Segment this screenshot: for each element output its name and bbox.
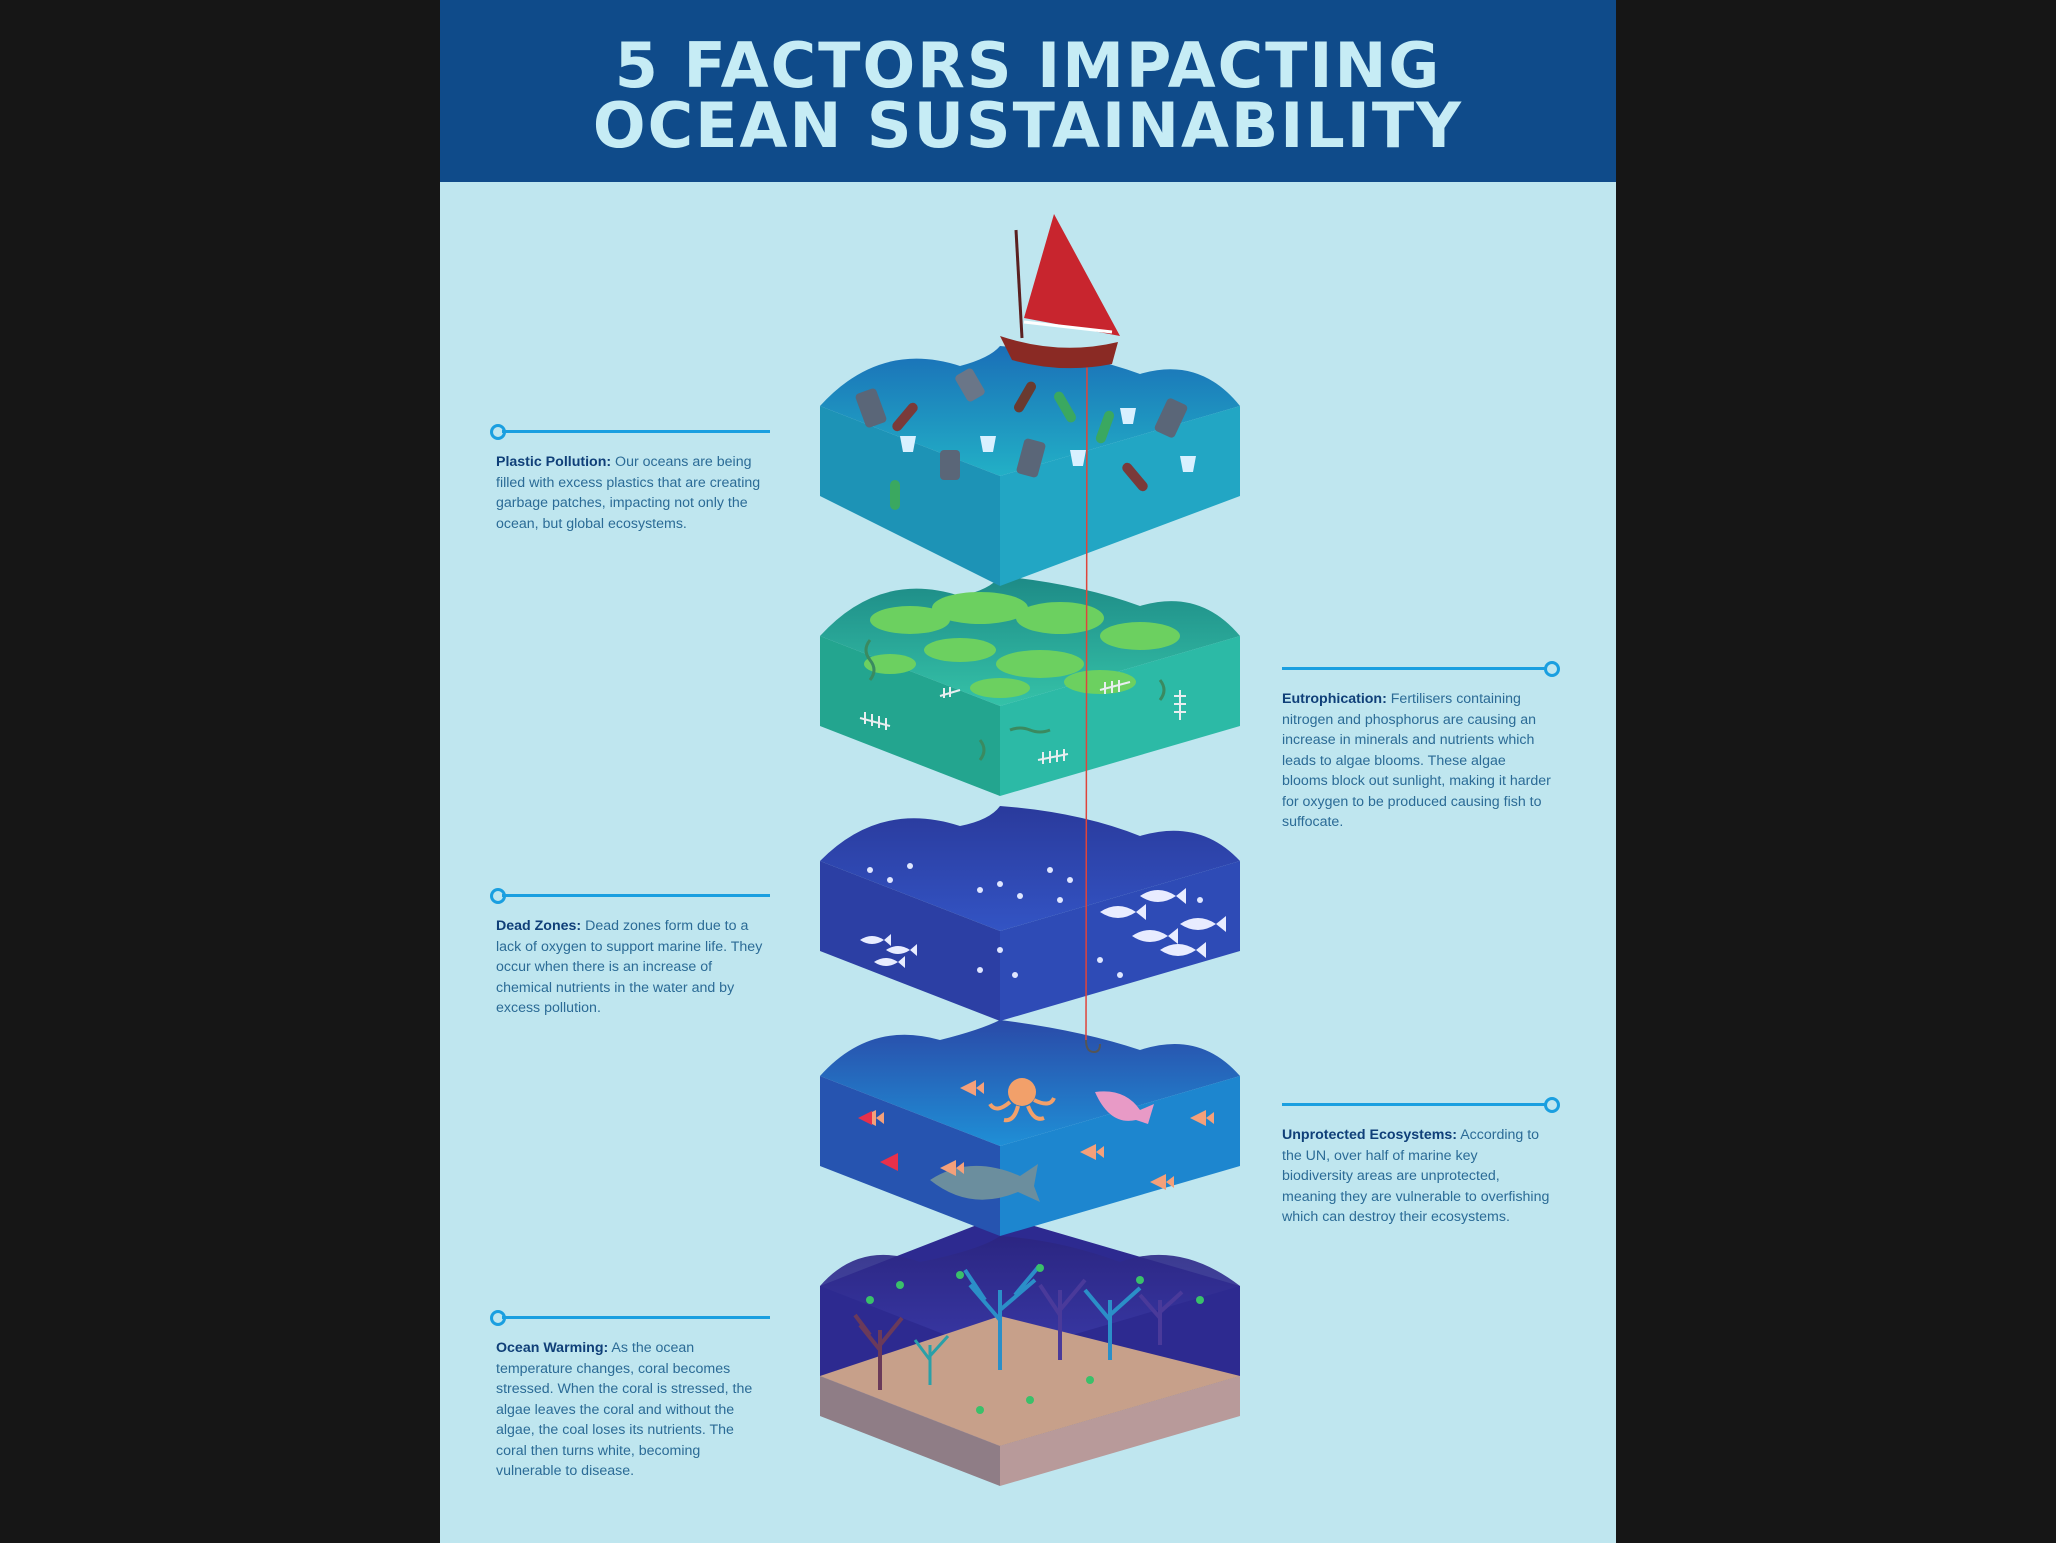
factor-heading: Unprotected Ecosystems: (1282, 1127, 1458, 1143)
factor-heading: Eutrophication: (1282, 691, 1387, 707)
factor-description: Fertilisers containing nitrogen and phos… (1282, 691, 1551, 830)
factor-heading: Dead Zones: (496, 918, 582, 934)
layer-ocean-warming (820, 1216, 1240, 1486)
callout-dot (1544, 661, 1560, 677)
title-banner: 5 FACTORS IMPACTING OCEAN SUSTAINABILITY (440, 0, 1616, 182)
factor-description: According to the UN, over half of marine… (1282, 1127, 1550, 1225)
fish-school-icon (860, 888, 1226, 968)
callout-text: Plastic Pollution: Our oceans are being … (496, 452, 766, 534)
callout-text: Unprotected Ecosystems: According to the… (1282, 1125, 1552, 1228)
fishing-hook-icon (1085, 1039, 1101, 1054)
coral-icon (1038, 1278, 1184, 1360)
title-line-2: OCEAN SUSTAINABILITY (592, 89, 1464, 162)
callout-text: Dead Zones: Dead zones form due to a lac… (496, 916, 766, 1019)
layer-plastic-pollution (820, 346, 1240, 586)
factor-description: Our oceans are being filled with excess … (496, 454, 761, 532)
plastic-debris (855, 368, 1196, 510)
title-line-1: 5 FACTORS IMPACTING (614, 29, 1442, 102)
layer-unprotected-ecosystems (820, 1020, 1240, 1236)
callout-line (502, 1316, 770, 1319)
coral-icon (963, 1263, 1142, 1370)
algae-dots (866, 1264, 1204, 1414)
coral-icon (853, 1313, 904, 1390)
seaweed-icons (864, 639, 1166, 761)
fishing-line (1085, 351, 1088, 1041)
callout-line (502, 430, 770, 433)
bubbles (867, 863, 1203, 978)
factor-description: As the ocean temperature changes, coral … (496, 1340, 753, 1479)
infographic-poster: 5 FACTORS IMPACTING OCEAN SUSTAINABILITY (440, 0, 1616, 1543)
fish-skeleton-icons (859, 680, 1186, 764)
factor-heading: Ocean Warming: (496, 1340, 609, 1356)
shark-icon (930, 1164, 1040, 1202)
factor-heading: Plastic Pollution: (496, 454, 612, 470)
callout-text: Eutrophication: Fertilisers containing n… (1282, 689, 1552, 833)
ocean-layers-illustration (820, 214, 1240, 1486)
factor-description: Dead zones form due to a lack of oxygen … (496, 918, 763, 1016)
callout-text: Ocean Warming: As the ocean temperature … (496, 1338, 766, 1482)
caught-fish-icon (1095, 1091, 1154, 1124)
coral-icon (913, 1334, 950, 1385)
red-fish-icons (858, 1111, 898, 1171)
layer-eutrophication (820, 576, 1240, 796)
layer-dead-zones (820, 806, 1240, 1021)
sailboat-icon (1000, 214, 1120, 369)
callout-line (1282, 1103, 1546, 1106)
callout-line (1282, 667, 1546, 670)
callout-line (502, 894, 770, 897)
octopus-icon (988, 1078, 1056, 1123)
callout-dot (1544, 1097, 1560, 1113)
algae-bloom (864, 592, 1180, 698)
